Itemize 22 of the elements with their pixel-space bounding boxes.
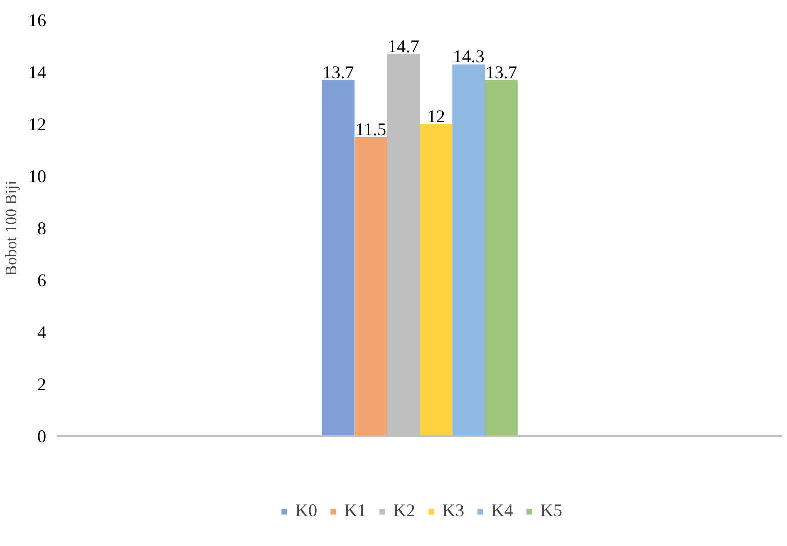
y-tick-label: 0 xyxy=(38,426,46,446)
y-tick-label: 12 xyxy=(28,114,46,134)
y-tick-label: 8 xyxy=(38,218,46,238)
y-tick-label: 16 xyxy=(28,10,46,30)
y-tick-label: 14 xyxy=(28,62,46,82)
legend-label: K3 xyxy=(442,500,464,522)
data-label: 14.7 xyxy=(388,36,420,56)
y-tick-label: 6 xyxy=(38,270,46,290)
data-label: 11.5 xyxy=(356,120,386,140)
data-label: 13.7 xyxy=(486,62,518,82)
data-label: 13.7 xyxy=(322,62,354,82)
legend-label: K0 xyxy=(296,500,318,522)
y-tick-label: 4 xyxy=(38,322,46,342)
legend-label: K2 xyxy=(394,500,416,522)
y-tick-label: 2 xyxy=(38,374,46,394)
y-axis-title: Bobot 100 Biji xyxy=(4,180,20,276)
legend-label: K1 xyxy=(344,500,366,522)
y-tick-label: 10 xyxy=(28,166,46,186)
legend-label: K4 xyxy=(492,500,514,522)
data-label: 14.3 xyxy=(453,46,485,67)
legend-label: K5 xyxy=(540,500,562,522)
data-label: 12 xyxy=(427,106,446,126)
